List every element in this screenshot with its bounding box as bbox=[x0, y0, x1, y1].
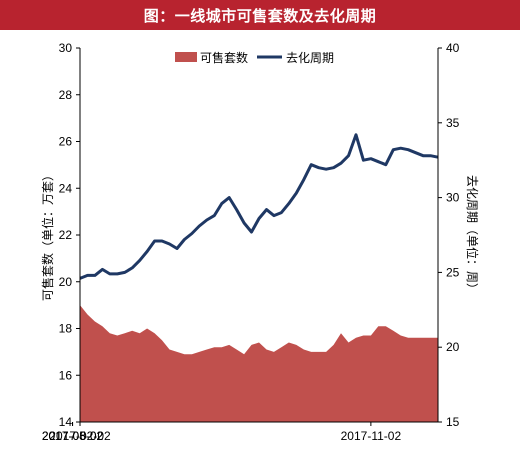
legend-swatch-sale-units bbox=[175, 52, 197, 62]
axes-layer: 14 16 18 20 22 24 26 28 30 15 20 25 30 35 40 2017-02-02… bbox=[42, 41, 460, 443]
y-axis-right-title: 去化周期（单位：周） bbox=[465, 175, 480, 295]
y-right-tick-label: 35 bbox=[446, 116, 460, 130]
y-left-tick-label: 14 bbox=[59, 415, 73, 429]
y-left-tick-label: 16 bbox=[59, 368, 73, 382]
y-left-tick-label: 22 bbox=[59, 228, 73, 242]
x-tick-label: 2017-11-02 bbox=[341, 429, 402, 443]
title-bar: 图：一线城市可售套数及去化周期 bbox=[0, 0, 520, 30]
x-tick-label: 2017-02-02 bbox=[49, 429, 111, 443]
legend: 可售套数 去化周期 bbox=[175, 50, 334, 65]
x-tick-label: 2017-05-02 bbox=[42, 429, 104, 443]
y-left-tick-label: 28 bbox=[59, 88, 73, 102]
legend-label-sale-units: 可售套数 bbox=[200, 50, 248, 65]
chart-title: 图：一线城市可售套数及去化周期 bbox=[143, 6, 377, 25]
y-right-tick-label: 15 bbox=[446, 415, 460, 429]
y-right-tick-label: 40 bbox=[446, 41, 460, 55]
y-left-tick-label: 24 bbox=[59, 181, 73, 195]
series-area-sale-units bbox=[80, 305, 438, 422]
series-line-cycle bbox=[79, 133, 439, 280]
y-left-tick-label: 30 bbox=[59, 41, 73, 55]
legend-label-cycle: 去化周期 bbox=[286, 51, 334, 65]
x-tick-label: 2017-08-02 bbox=[42, 429, 104, 443]
y-left-tick-label: 18 bbox=[59, 322, 73, 336]
y-left-tick-label: 26 bbox=[59, 135, 73, 149]
line-layer bbox=[79, 133, 439, 280]
y-right-tick-label: 25 bbox=[446, 265, 460, 279]
y-left-tick-label: 20 bbox=[59, 275, 73, 289]
y-right-tick-label: 30 bbox=[446, 191, 460, 205]
area-layer bbox=[80, 305, 438, 422]
y-axis-left-title: 可售套数（单位：万套） bbox=[40, 169, 55, 301]
y-right-tick-label: 20 bbox=[446, 340, 460, 354]
